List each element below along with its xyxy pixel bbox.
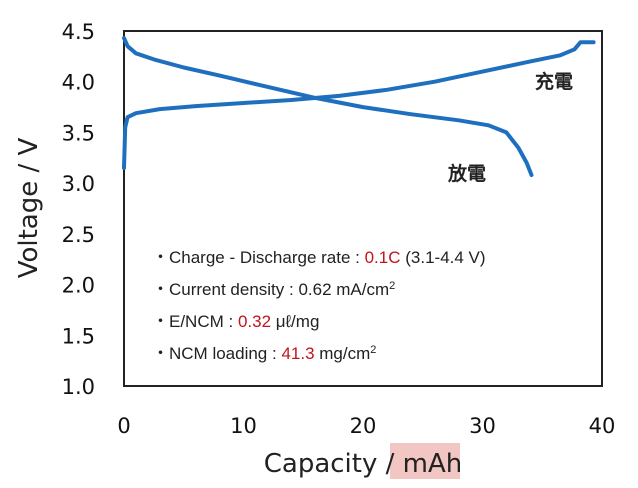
x-unit-highlight <box>390 443 460 479</box>
plot-area <box>123 30 603 387</box>
x-tick-label: 30 <box>469 414 496 438</box>
note-text: 0.32 <box>238 312 271 331</box>
y-tick-label: 2.0 <box>62 274 95 298</box>
series-label-charge: 充電 <box>535 70 573 93</box>
note-text: ・E/NCM : <box>152 312 238 331</box>
note-line: ・NCM loading : 41.3 mg/cm2 <box>152 344 376 363</box>
note-text: ・Charge - Discharge rate : <box>152 248 365 267</box>
x-axis-title: Capacity / mAh <box>264 449 463 479</box>
y-axis-title: Voltage / V <box>14 137 44 278</box>
y-tick-label: 3.0 <box>62 172 95 196</box>
note-text: 2 <box>370 344 376 356</box>
y-axis-ticks: 1.0 1.5 2.0 2.5 3.0 3.5 4.0 4.5 <box>62 20 95 399</box>
x-axis-ticks: 0 10 20 30 40 <box>117 414 615 438</box>
series-line-discharge <box>122 36 534 177</box>
note-text: 0.1C <box>365 248 401 267</box>
x-tick-label: 10 <box>230 414 257 438</box>
note-text: μℓ/mg <box>271 312 319 331</box>
series-lines <box>122 36 596 177</box>
note-text: ・NCM loading : <box>152 344 281 363</box>
note-text: (3.1-4.4 V) <box>401 248 486 267</box>
x-tick-label: 0 <box>117 414 130 438</box>
x-tick-label: 40 <box>589 414 616 438</box>
series-label-discharge: 放電 <box>447 162 486 185</box>
conditions-notes: ・Charge - Discharge rate : 0.1C (3.1-4.4… <box>152 248 486 363</box>
note-text: 41.3 <box>281 344 314 363</box>
y-tick-label: 3.5 <box>62 121 95 145</box>
note-line: ・E/NCM : 0.32 μℓ/mg <box>152 312 319 331</box>
y-tick-label: 1.0 <box>62 375 95 399</box>
x-axis-title-unit: mAh <box>403 449 463 479</box>
series-line-charge <box>122 40 596 170</box>
y-tick-label: 1.5 <box>62 324 95 348</box>
note-text: ・Current density : 0.62 mA/cm <box>152 280 389 299</box>
note-text: mg/cm <box>315 344 371 363</box>
note-text: 2 <box>389 280 395 292</box>
y-tick-label: 4.5 <box>62 20 95 44</box>
y-tick-label: 4.0 <box>62 71 95 95</box>
y-tick-label: 2.5 <box>62 223 95 247</box>
note-line: ・Current density : 0.62 mA/cm2 <box>152 280 395 299</box>
note-line: ・Charge - Discharge rate : 0.1C (3.1-4.4… <box>152 248 486 267</box>
x-tick-label: 20 <box>350 414 377 438</box>
x-axis-title-prefix: Capacity / <box>264 449 403 479</box>
